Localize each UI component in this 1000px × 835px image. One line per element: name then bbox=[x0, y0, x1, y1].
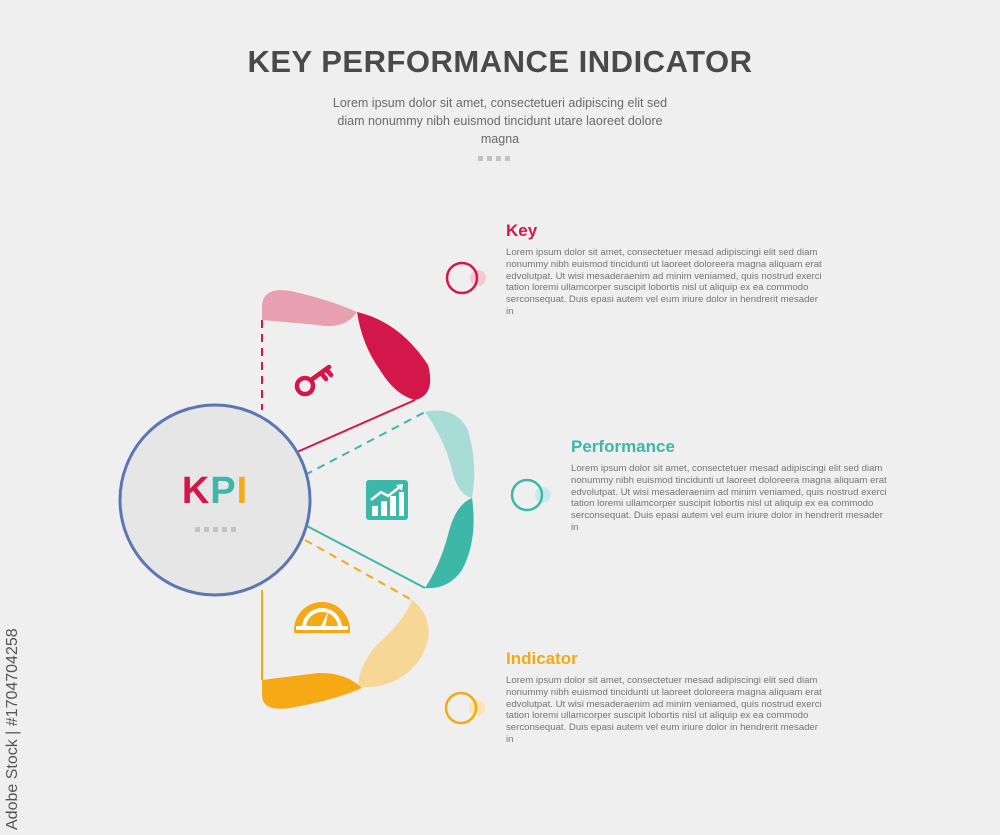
segment-performance-light bbox=[425, 410, 475, 498]
segment-indicator-dashed-line bbox=[304, 539, 413, 601]
segment-performance-dashed-line bbox=[304, 411, 426, 476]
key-icon bbox=[294, 364, 334, 397]
segment-key-light bbox=[262, 290, 357, 327]
indicator-description: Lorem ipsum dolor sit amet, consectetuer… bbox=[506, 675, 822, 745]
kpi-letter-k: K bbox=[181, 470, 211, 512]
key-bubble bbox=[445, 261, 486, 295]
indicator-heading: Indicator bbox=[506, 649, 578, 668]
key-description: Lorem ipsum dolor sit amet, consectetuer… bbox=[506, 247, 822, 317]
kpi-letter-i: I bbox=[236, 470, 249, 512]
stock-watermark: Adobe Stock | #1704704258 bbox=[4, 628, 21, 830]
indicator-bubble bbox=[444, 691, 485, 725]
growth-chart-icon bbox=[366, 480, 408, 520]
performance-bubble bbox=[510, 478, 551, 512]
performance-heading: Performance bbox=[571, 437, 675, 456]
segment-key bbox=[261, 290, 431, 457]
segment-performance-dark bbox=[425, 498, 474, 589]
segment-indicator-dark bbox=[262, 672, 362, 709]
page-title: KEY PERFORMANCE INDICATOR bbox=[247, 44, 753, 79]
segment-key-solid-line bbox=[287, 399, 416, 457]
kpi-letter-p: P bbox=[210, 470, 237, 512]
segment-indicator bbox=[261, 539, 429, 709]
page-subtitle: Lorem ipsum dolor sit amet, consectetuer… bbox=[332, 96, 668, 146]
segment-key-dark bbox=[357, 312, 431, 400]
speedometer-icon bbox=[294, 602, 350, 633]
segment-indicator-light bbox=[358, 600, 429, 688]
title-dots-decoration bbox=[478, 156, 510, 161]
key-heading: Key bbox=[506, 221, 538, 240]
segment-performance-solid-line bbox=[304, 524, 426, 589]
segment-performance bbox=[304, 410, 475, 589]
center-dots-decoration bbox=[195, 527, 236, 532]
performance-description: Lorem ipsum dolor sit amet, consectetuer… bbox=[571, 463, 887, 533]
kpi-center-circle bbox=[118, 403, 312, 597]
kpi-label: KPI bbox=[122, 470, 308, 513]
